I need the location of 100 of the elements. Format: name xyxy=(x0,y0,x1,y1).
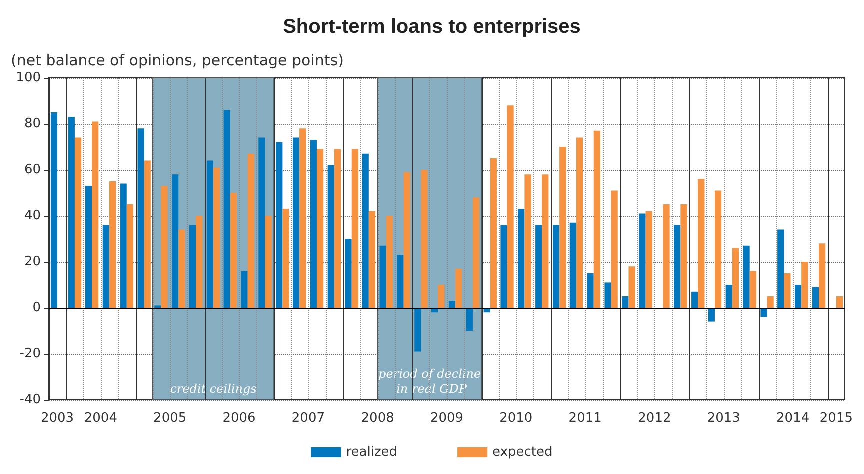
x-tick-label: 2004 xyxy=(84,411,118,426)
x-tick-label: 2014 xyxy=(776,411,810,426)
bar xyxy=(542,174,549,308)
bar xyxy=(622,296,629,308)
bar xyxy=(316,149,324,308)
bar xyxy=(611,190,618,308)
x-tick-label: 2015 xyxy=(820,411,854,426)
legend-label: expected xyxy=(492,445,553,460)
bar xyxy=(663,204,670,308)
x-tick-label: 2005 xyxy=(154,411,187,426)
bar xyxy=(560,147,566,308)
bar xyxy=(224,110,230,308)
bar xyxy=(552,225,560,308)
chart-title: Short-term loans to enterprises xyxy=(283,16,581,38)
bar xyxy=(587,274,594,308)
bar xyxy=(300,128,306,308)
bar xyxy=(276,142,283,308)
bar xyxy=(802,262,808,308)
y-tick-label: 0 xyxy=(32,300,41,316)
bar xyxy=(507,106,514,308)
bar xyxy=(570,222,576,308)
y-tick-label: -40 xyxy=(20,392,41,408)
bar xyxy=(767,296,774,308)
bar xyxy=(795,285,802,308)
x-tick-label: 2009 xyxy=(430,411,464,426)
y-axis-title: (net balance of opinions, percentage points) xyxy=(11,52,344,70)
bar xyxy=(698,179,705,308)
bar xyxy=(466,308,473,331)
bar xyxy=(536,225,542,308)
bar xyxy=(144,160,151,308)
bar xyxy=(604,282,612,308)
y-tick-label: -20 xyxy=(20,346,41,362)
x-tick-label: 2003 xyxy=(40,411,74,426)
bar xyxy=(680,204,688,308)
bar xyxy=(230,193,237,308)
x-tick-label: 2013 xyxy=(707,411,740,426)
x-tick-label: 2011 xyxy=(568,411,602,426)
bar xyxy=(404,172,410,308)
bar xyxy=(206,160,214,308)
bar xyxy=(500,225,508,308)
y-tick-label: 40 xyxy=(24,208,41,224)
bar xyxy=(241,271,248,308)
bar xyxy=(352,149,358,308)
bar xyxy=(386,216,393,308)
bar xyxy=(178,230,186,308)
bar xyxy=(726,285,732,308)
bar xyxy=(646,211,652,308)
bar xyxy=(68,117,75,308)
bar xyxy=(172,174,179,308)
bar xyxy=(414,308,422,352)
bar xyxy=(334,149,341,308)
bar xyxy=(109,182,116,308)
bar xyxy=(310,140,317,308)
bar xyxy=(714,190,722,308)
bar xyxy=(282,209,290,308)
bar xyxy=(750,271,756,308)
bar xyxy=(85,186,92,308)
band-label: credit ceilings xyxy=(170,382,257,396)
bar xyxy=(362,154,369,308)
bar xyxy=(265,216,272,308)
bar xyxy=(732,248,739,308)
bar xyxy=(784,274,791,308)
bar xyxy=(576,138,584,308)
bar xyxy=(438,285,445,308)
bar xyxy=(819,244,826,308)
x-tick-label: 2012 xyxy=(638,411,672,426)
bar xyxy=(743,246,750,308)
bar xyxy=(368,211,376,308)
y-tick-label: 100 xyxy=(16,70,41,86)
bar xyxy=(102,225,110,308)
bar xyxy=(692,292,698,308)
bar xyxy=(120,184,127,308)
bar xyxy=(448,301,456,308)
x-tick-label: 2010 xyxy=(500,411,533,426)
bar xyxy=(490,158,497,308)
bar xyxy=(258,138,266,308)
bar xyxy=(161,186,168,308)
bar xyxy=(812,287,820,308)
bar xyxy=(518,209,525,308)
bar xyxy=(456,268,462,308)
bar xyxy=(836,296,844,308)
bar xyxy=(189,225,196,308)
bar xyxy=(292,138,300,308)
x-tick-label: 2006 xyxy=(222,411,256,426)
bar xyxy=(126,204,134,308)
bar xyxy=(778,230,784,308)
bar xyxy=(628,266,636,308)
bar xyxy=(380,246,386,308)
bar xyxy=(138,128,144,308)
bar xyxy=(397,255,404,308)
bar xyxy=(196,216,203,308)
y-tick-label: 60 xyxy=(24,162,41,178)
y-tick-label: 80 xyxy=(24,116,41,132)
bar xyxy=(524,174,532,308)
bar xyxy=(345,239,352,308)
bar xyxy=(674,225,681,308)
bar xyxy=(639,214,646,308)
bar xyxy=(328,165,334,308)
bar xyxy=(214,168,220,308)
bar xyxy=(50,112,58,308)
